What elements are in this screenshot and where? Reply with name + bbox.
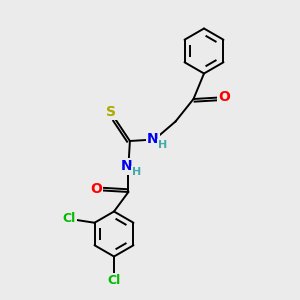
Text: H: H — [158, 140, 167, 150]
Text: O: O — [218, 91, 230, 104]
Text: N: N — [147, 133, 159, 146]
Text: H: H — [132, 167, 141, 177]
Text: S: S — [106, 105, 116, 119]
Text: O: O — [90, 182, 102, 196]
Text: N: N — [121, 160, 133, 173]
Text: Cl: Cl — [62, 212, 76, 225]
Text: Cl: Cl — [107, 274, 121, 287]
